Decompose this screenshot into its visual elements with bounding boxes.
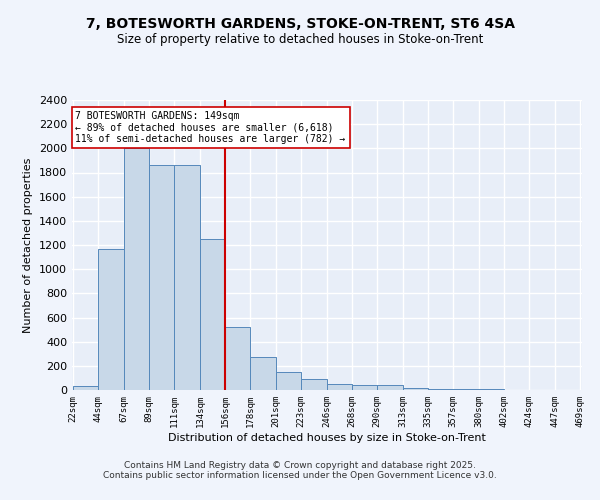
Bar <box>149 165 174 390</box>
Bar <box>250 358 276 390</box>
Y-axis label: Number of detached properties: Number of detached properties <box>23 158 34 332</box>
X-axis label: Distribution of detached houses by size in Stoke-on-Trent: Distribution of detached houses by size … <box>168 432 486 442</box>
Text: Contains HM Land Registry data © Crown copyright and database right 2025.
Contai: Contains HM Land Registry data © Crown c… <box>103 460 497 480</box>
Bar <box>352 384 377 390</box>
Bar <box>124 148 149 390</box>
Bar <box>301 379 327 390</box>
Text: 7 BOTESWORTH GARDENS: 149sqm
← 89% of detached houses are smaller (6,618)
11% of: 7 BOTESWORTH GARDENS: 149sqm ← 89% of de… <box>76 111 346 144</box>
Text: 7, BOTESWORTH GARDENS, STOKE-ON-TRENT, ST6 4SA: 7, BOTESWORTH GARDENS, STOKE-ON-TRENT, S… <box>86 18 515 32</box>
Bar <box>174 165 200 390</box>
Bar <box>276 372 301 390</box>
Bar <box>98 248 124 390</box>
Bar <box>327 384 352 390</box>
Text: Size of property relative to detached houses in Stoke-on-Trent: Size of property relative to detached ho… <box>117 32 483 46</box>
Bar <box>403 388 428 390</box>
Bar <box>225 327 250 390</box>
Bar <box>200 239 225 390</box>
Bar <box>73 386 98 390</box>
Bar <box>377 385 403 390</box>
